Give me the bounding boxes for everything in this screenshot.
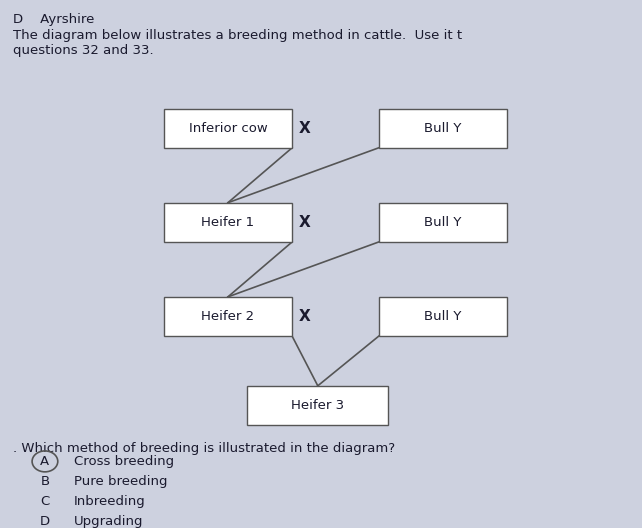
Text: B: B <box>40 475 49 488</box>
Text: X: X <box>299 121 311 136</box>
FancyBboxPatch shape <box>164 203 292 242</box>
Text: X: X <box>299 309 311 324</box>
FancyBboxPatch shape <box>247 386 388 425</box>
Text: A: A <box>40 455 49 468</box>
Text: X: X <box>299 215 311 230</box>
FancyBboxPatch shape <box>379 297 507 336</box>
Text: D    Ayrshire: D Ayrshire <box>13 13 94 26</box>
FancyBboxPatch shape <box>164 109 292 148</box>
Text: Heifer 2: Heifer 2 <box>202 310 254 323</box>
Text: Cross breeding: Cross breeding <box>74 455 174 468</box>
Text: questions 32 and 33.: questions 32 and 33. <box>13 44 153 58</box>
Text: . Which method of breeding is illustrated in the diagram?: . Which method of breeding is illustrate… <box>13 442 395 455</box>
Text: C: C <box>40 495 49 507</box>
Text: Inbreeding: Inbreeding <box>74 495 146 507</box>
Text: Heifer 1: Heifer 1 <box>202 216 254 229</box>
Text: D: D <box>40 514 50 527</box>
Text: The diagram below illustrates a breeding method in cattle.  Use it t: The diagram below illustrates a breeding… <box>13 29 462 42</box>
Text: Heifer 3: Heifer 3 <box>291 399 344 412</box>
FancyBboxPatch shape <box>379 109 507 148</box>
Text: Bull Y: Bull Y <box>424 310 462 323</box>
Text: Pure breeding: Pure breeding <box>74 475 168 488</box>
Text: Bull Y: Bull Y <box>424 121 462 135</box>
FancyBboxPatch shape <box>379 203 507 242</box>
Text: Upgrading: Upgrading <box>74 514 143 527</box>
Text: Inferior cow: Inferior cow <box>189 121 267 135</box>
Text: Bull Y: Bull Y <box>424 216 462 229</box>
FancyBboxPatch shape <box>164 297 292 336</box>
